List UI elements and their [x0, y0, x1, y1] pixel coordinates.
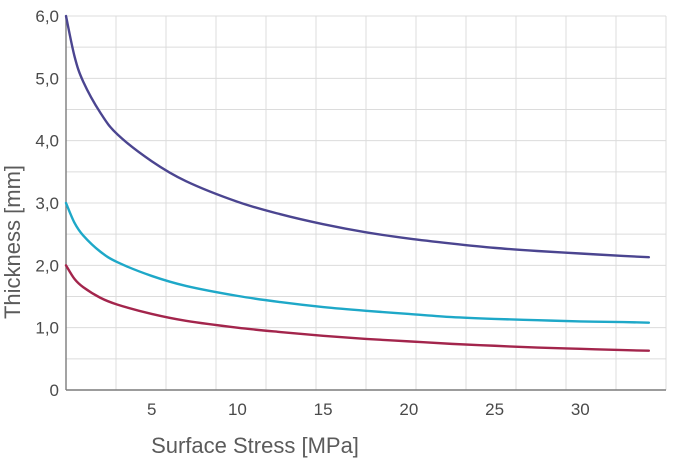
y-tick-label: 3,0	[35, 194, 59, 213]
series-lines	[64, 14, 651, 352]
x-tick-label: 30	[571, 400, 590, 419]
x-tick-labels: 5 10 15 20 25 30	[147, 400, 590, 419]
y-tick-label: 0	[50, 381, 59, 400]
x-tick-label: 5	[147, 400, 156, 419]
series-line-1	[64, 14, 651, 259]
x-tick-label: 15	[314, 400, 333, 419]
y-tick-label: 5,0	[35, 69, 59, 88]
x-tick-label: 20	[399, 400, 418, 419]
y-tick-label: 6,0	[35, 7, 59, 26]
series-line-2	[64, 201, 651, 324]
y-tick-labels: 0 1,0 2,0 3,0 4,0 5,0 6,0	[35, 7, 59, 400]
x-tick-label: 10	[228, 400, 247, 419]
x-axis-title: Surface Stress [MPa]	[151, 433, 359, 458]
y-tick-label: 4,0	[35, 132, 59, 151]
y-tick-label: 2,0	[35, 256, 59, 275]
series-line-3	[64, 264, 651, 352]
x-tick-label: 25	[485, 400, 504, 419]
horizontal-gridlines	[66, 15, 666, 391]
y-axis-title: Thickness [mm]	[0, 165, 25, 319]
y-tick-label: 1,0	[35, 319, 59, 338]
